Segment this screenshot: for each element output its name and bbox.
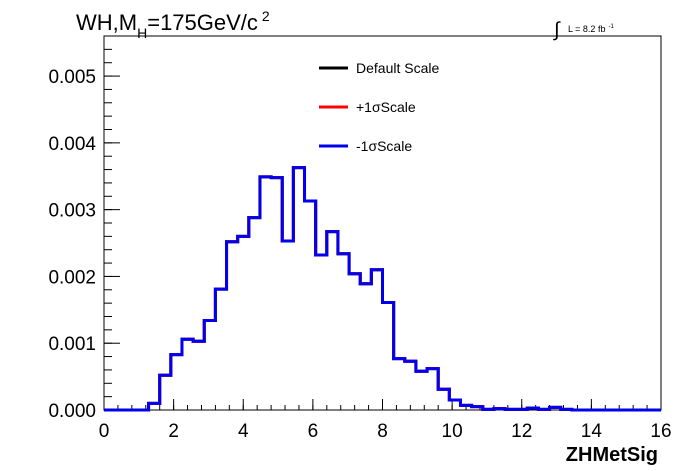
chart-title-subscript: H: [137, 25, 147, 41]
legend-label: +1σScale: [356, 99, 416, 115]
legend-label: -1σScale: [356, 138, 412, 154]
x-tick-label: 16: [650, 421, 671, 442]
y-tick-label: 0.003: [48, 201, 96, 222]
y-tick-label: 0.001: [48, 334, 96, 355]
series-line-3: [104, 166, 661, 412]
x-axis-label: ZHMetSig: [566, 444, 658, 466]
x-tick-label: 4: [238, 421, 249, 442]
x-tick-label: 10: [442, 421, 463, 442]
y-tick-label: 0.004: [48, 134, 96, 155]
x-tick-label: 8: [377, 421, 388, 442]
chart-title: WH,MH=175GeV/c 2: [76, 8, 270, 41]
chart-title-rest: =175GeV/c: [147, 10, 258, 35]
x-tick-label: 6: [308, 421, 319, 442]
x-tick-label: 2: [168, 421, 179, 442]
integral-sign: ∫: [553, 19, 561, 41]
luminosity-label: L = 8.2 fb -1: [568, 24, 614, 34]
chart-title-superscript: 2: [262, 8, 270, 24]
legend-label: Default Scale: [356, 60, 439, 76]
luminosity-superscript: -1: [608, 24, 614, 30]
x-tick-label: 0: [99, 421, 110, 442]
y-tick-label: 0.005: [48, 67, 96, 88]
axis-tick-labels: 0 2 4 6 8 10 12 14 16 0.000 0.001 0.002 0.003 0.004 0.…: [48, 67, 671, 442]
y-tick-label: 0.000: [48, 401, 96, 422]
x-tick-label: 14: [581, 421, 603, 442]
x-tick-label: 12: [511, 421, 532, 442]
legend: Default Scale +1σScale -1σScale: [319, 60, 439, 154]
chart-title-main: WH,M: [76, 10, 137, 35]
y-tick-label: 0.002: [48, 267, 96, 288]
series-lines: [104, 166, 661, 412]
luminosity-text: L = 8.2 fb: [568, 24, 605, 34]
